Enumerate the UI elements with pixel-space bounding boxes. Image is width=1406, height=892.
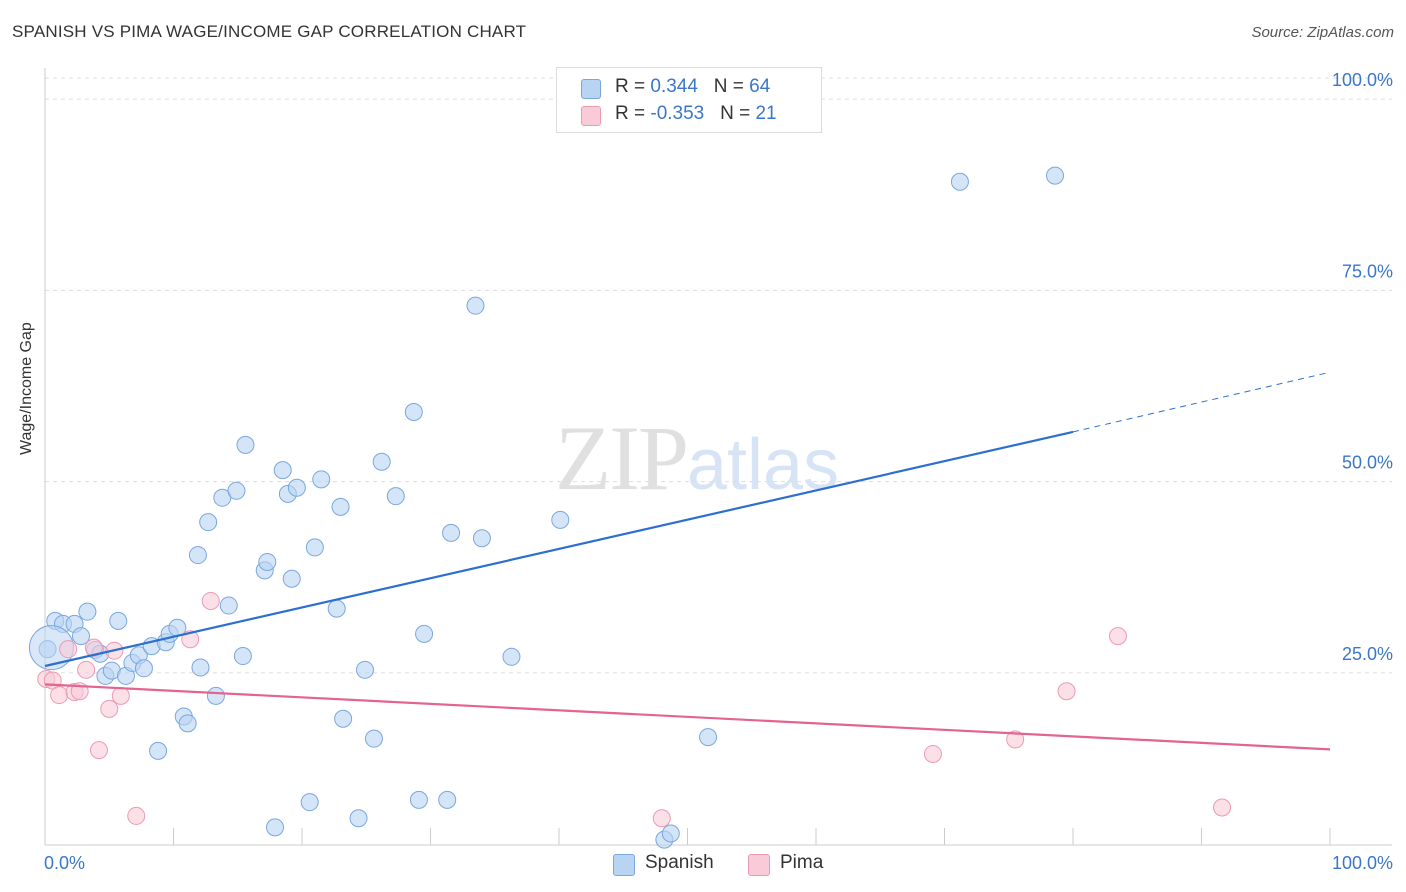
spanish-point (438, 790, 457, 809)
legend-r-label: R = (615, 103, 651, 124)
spanish-point (233, 647, 252, 666)
spanish-point (273, 461, 292, 480)
legend-n-label: N = (713, 76, 750, 97)
spanish-point (258, 552, 277, 571)
pima-point (1006, 730, 1025, 749)
spanish-point (188, 546, 207, 565)
pima-trend-line (44, 683, 1331, 751)
pima-legend-label: Pima (780, 852, 824, 873)
pima-point (1108, 627, 1127, 646)
source-label: Source: ZipAtlas.com (1251, 24, 1394, 41)
spanish-point (327, 599, 346, 618)
pima-point (59, 640, 78, 659)
spanish-legend-label: Spanish (645, 852, 714, 873)
pima-point (84, 638, 103, 657)
legend-n-value: 21 (755, 103, 777, 124)
spanish-point (442, 523, 461, 542)
spanish-point (300, 793, 319, 812)
spanish-trend-line (44, 430, 1074, 668)
x-tick-label: 100.0% (1332, 853, 1393, 873)
spanish-point (349, 809, 368, 828)
spanish-point (409, 790, 428, 809)
pima-point (77, 660, 96, 679)
spanish-point (199, 513, 218, 532)
watermark-zip: ZIP (555, 407, 689, 509)
spanish-point (472, 529, 491, 548)
y-tick-label: 25.0% (1342, 644, 1393, 664)
legend-n-label: N = (720, 103, 756, 124)
watermark: ZIPatlas (555, 405, 839, 511)
pima-point (127, 806, 146, 825)
spanish-point (364, 729, 383, 748)
spanish-point (355, 660, 374, 679)
pima-point (111, 686, 130, 705)
spanish-legend-swatch (613, 854, 635, 876)
spanish-point (78, 602, 97, 621)
y-tick-label: 100.0% (1332, 70, 1393, 90)
spanish-point (334, 709, 353, 728)
spanish-point (312, 470, 331, 489)
spanish-point (415, 624, 434, 643)
pima-point (652, 809, 671, 828)
spanish-point (71, 627, 90, 646)
spanish-point (1046, 166, 1065, 185)
spanish-point (699, 728, 718, 747)
spanish-point (282, 569, 301, 588)
spanish-point (191, 658, 210, 677)
pima-legend-swatch (748, 854, 770, 876)
spanish-point (661, 824, 680, 843)
pima-point (923, 744, 942, 763)
spanish-point (227, 481, 246, 500)
pima-point (201, 591, 220, 610)
legend-r-value: -0.353 (650, 103, 705, 124)
y-tick-label: 75.0% (1342, 261, 1393, 281)
legend-r-value: 0.344 (650, 76, 698, 97)
spanish-point (178, 714, 197, 733)
legend-r-label: R = (615, 76, 651, 97)
spanish-point (305, 538, 324, 557)
spanish-point (466, 296, 485, 315)
spanish-point (404, 403, 423, 422)
spanish-point (950, 172, 969, 191)
spanish-point (134, 659, 153, 678)
spanish-trend-extension (1072, 371, 1331, 433)
stats-legend: R = 0.344 N = 64 R = -0.353 N = 21 (556, 67, 822, 133)
pima-point (1057, 682, 1076, 701)
spanish-point (331, 497, 350, 516)
pima-point (89, 741, 108, 760)
spanish-point (502, 647, 521, 666)
spanish-point (219, 596, 238, 615)
x-tick-label: 0.0% (44, 853, 85, 873)
spanish-point (109, 611, 128, 630)
pima-point (50, 686, 69, 705)
spanish-point (386, 487, 405, 506)
spanish-point (149, 741, 168, 760)
pima-point (1213, 798, 1232, 817)
spanish-point (372, 452, 391, 471)
spanish-point (206, 686, 225, 705)
legend-n-value: 64 (749, 76, 771, 97)
chart-title: SPANISH VS PIMA WAGE/INCOME GAP CORRELAT… (12, 22, 527, 41)
spanish-point (266, 818, 285, 837)
y-axis-label: Wage/Income Gap (18, 322, 35, 455)
y-tick-label: 50.0% (1342, 453, 1393, 473)
spanish-swatch (581, 79, 601, 99)
spanish-point (236, 435, 255, 454)
pima-swatch (581, 106, 601, 126)
spanish-point (551, 510, 570, 529)
pima-point (100, 699, 119, 718)
spanish-point (287, 478, 306, 497)
